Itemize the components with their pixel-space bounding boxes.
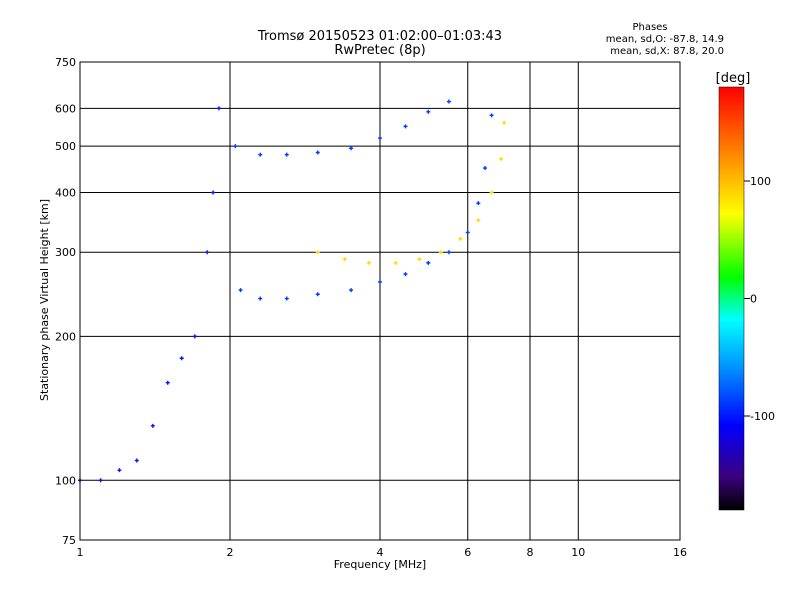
data-point xyxy=(117,468,122,473)
stats-x-mode: mean, sd,X: 87.8, 20.0 xyxy=(610,46,724,57)
data-point xyxy=(458,236,463,241)
data-point xyxy=(98,478,103,483)
data-point xyxy=(465,230,470,235)
x-tick-label: 2 xyxy=(227,546,234,559)
data-point xyxy=(378,279,382,284)
y-tick-label: 300 xyxy=(55,246,76,259)
x-axis-label: Frequency [MHz] xyxy=(334,558,426,571)
data-point xyxy=(438,250,443,255)
y-tick-label: 75 xyxy=(62,534,76,547)
data-point xyxy=(489,190,494,195)
data-point xyxy=(150,423,155,428)
y-tick-label: 600 xyxy=(55,102,76,115)
y-tick-label: 100 xyxy=(55,474,76,487)
y-tick-label: 400 xyxy=(55,186,76,199)
data-point xyxy=(393,260,398,265)
stats-heading: Phases xyxy=(632,22,667,33)
data-point xyxy=(366,260,371,265)
data-point xyxy=(238,288,243,293)
data-point xyxy=(216,106,221,111)
data-points xyxy=(78,99,507,483)
data-point xyxy=(165,380,170,385)
data-point xyxy=(349,146,354,151)
data-point xyxy=(205,250,210,255)
data-point xyxy=(284,296,289,301)
y-tick-label: 750 xyxy=(55,56,76,69)
data-point xyxy=(446,250,451,255)
colorbar-tick-label: 0 xyxy=(750,293,757,306)
data-point xyxy=(446,99,451,104)
chart-subtitle: RwPretec (8p) xyxy=(334,43,425,58)
data-point xyxy=(192,334,197,339)
data-point xyxy=(502,120,507,125)
x-tick-label: 10 xyxy=(571,546,585,559)
x-tick-label: 8 xyxy=(527,546,534,559)
colorbar-ticks: 100 0 -100 xyxy=(744,175,775,423)
data-point xyxy=(315,292,320,297)
x-tick-label: 16 xyxy=(673,546,687,559)
data-point xyxy=(476,218,481,223)
data-point xyxy=(426,109,431,114)
data-point xyxy=(403,124,408,129)
x-tick-label: 1 xyxy=(77,546,84,559)
data-point xyxy=(476,201,481,206)
data-point xyxy=(499,157,504,162)
data-point xyxy=(179,356,184,361)
data-point xyxy=(284,152,289,157)
x-axis-ticks: 1 2 4 6 8 10 16 xyxy=(77,546,688,559)
data-point xyxy=(426,260,431,265)
chart-title: Tromsø 20150523 01:02:00–01:03:43 xyxy=(257,29,502,44)
data-point xyxy=(315,250,320,255)
data-point xyxy=(349,288,354,293)
data-point xyxy=(315,150,320,155)
x-tick-label: 4 xyxy=(377,546,384,559)
y-tick-label: 500 xyxy=(55,140,76,153)
data-point xyxy=(378,136,382,141)
data-point xyxy=(134,458,139,463)
data-point xyxy=(417,257,422,262)
grid xyxy=(80,62,680,540)
data-point xyxy=(258,152,263,157)
data-point xyxy=(489,113,494,118)
data-point xyxy=(403,272,408,277)
colorbar-tick-label: -100 xyxy=(750,410,775,423)
colorbar xyxy=(718,86,745,511)
colorbar-tick-label: 100 xyxy=(750,175,771,188)
data-point xyxy=(258,296,263,301)
stats-o-mode: mean, sd,O: -87.8, 14.9 xyxy=(606,34,724,45)
y-axis-label: Stationary phase Virtual Height [km] xyxy=(38,199,51,401)
data-point xyxy=(211,190,216,195)
data-point xyxy=(342,257,347,262)
y-axis-ticks: 75 100 200 300 400 500 600 750 xyxy=(55,56,76,547)
plot-frame xyxy=(79,61,681,541)
x-tick-label: 6 xyxy=(464,546,471,559)
y-tick-label: 200 xyxy=(55,330,76,343)
colorbar-label: [deg] xyxy=(716,71,751,86)
data-point xyxy=(233,144,238,149)
data-point xyxy=(483,166,488,171)
